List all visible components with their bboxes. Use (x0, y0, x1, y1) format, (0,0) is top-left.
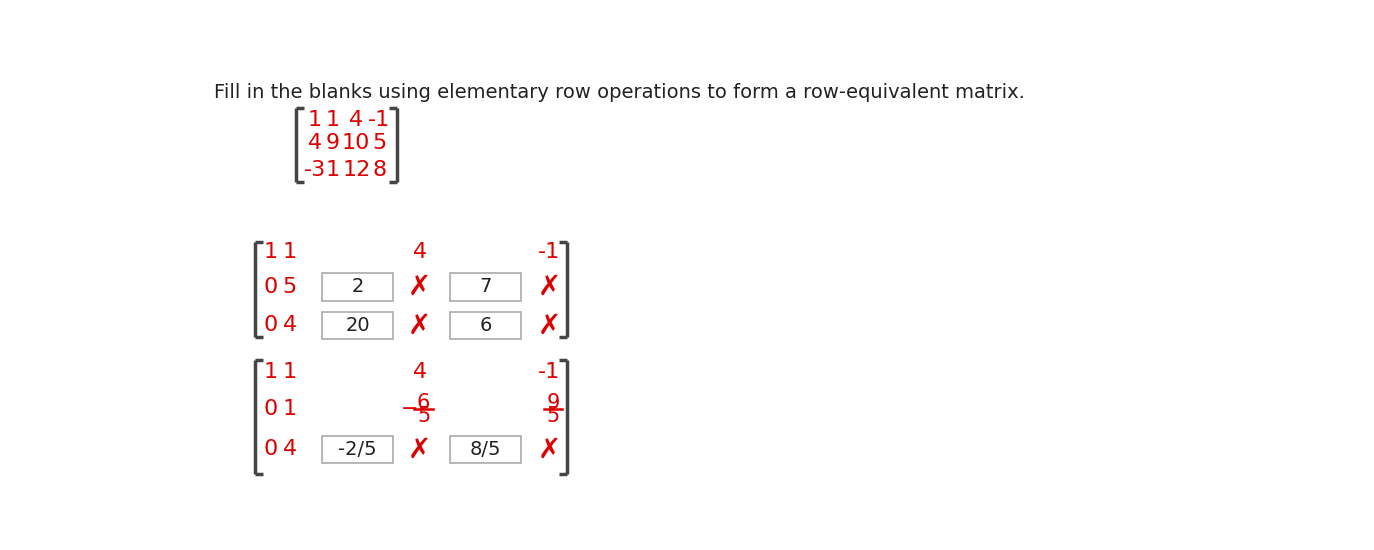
Text: 6: 6 (416, 393, 430, 413)
Text: 0: 0 (264, 439, 278, 459)
Text: ✗: ✗ (537, 436, 561, 464)
Text: −: − (401, 399, 419, 420)
Text: 20: 20 (345, 316, 370, 335)
FancyBboxPatch shape (449, 312, 521, 339)
FancyBboxPatch shape (322, 312, 393, 339)
FancyBboxPatch shape (449, 273, 521, 301)
Text: 1: 1 (264, 362, 278, 382)
Text: 7: 7 (480, 278, 492, 296)
Text: 1: 1 (264, 243, 278, 262)
Text: 10: 10 (342, 133, 371, 153)
Text: 12: 12 (342, 160, 371, 180)
FancyBboxPatch shape (322, 436, 393, 463)
Text: 4: 4 (412, 243, 427, 262)
FancyBboxPatch shape (449, 436, 521, 463)
Text: 8/5: 8/5 (470, 440, 502, 459)
Text: -2/5: -2/5 (338, 440, 376, 459)
Text: 5: 5 (547, 405, 559, 426)
Text: 6: 6 (480, 316, 492, 335)
Text: 4: 4 (349, 110, 363, 130)
Text: ✗: ✗ (408, 311, 431, 339)
Text: 8: 8 (372, 160, 386, 180)
Text: 4: 4 (283, 439, 297, 459)
Text: 1: 1 (326, 160, 339, 180)
Text: 1: 1 (283, 243, 297, 262)
Text: 4: 4 (412, 362, 427, 382)
Text: 0: 0 (264, 316, 278, 336)
Text: 5: 5 (283, 277, 297, 297)
Text: ✗: ✗ (537, 273, 561, 301)
Text: 1: 1 (283, 362, 297, 382)
Text: -1: -1 (368, 110, 390, 130)
Text: 1: 1 (283, 399, 297, 420)
Text: 2: 2 (352, 278, 364, 296)
Text: -1: -1 (539, 362, 561, 382)
Text: ✗: ✗ (408, 436, 431, 464)
Text: 4: 4 (283, 316, 297, 336)
FancyBboxPatch shape (322, 273, 393, 301)
Text: 5: 5 (416, 405, 430, 426)
Text: Fill in the blanks using elementary row operations to form a row-equivalent matr: Fill in the blanks using elementary row … (214, 83, 1025, 102)
Text: 4: 4 (308, 133, 322, 153)
Text: -1: -1 (539, 243, 561, 262)
Text: 5: 5 (372, 133, 386, 153)
Text: 1: 1 (308, 110, 322, 130)
Text: 9: 9 (547, 393, 559, 413)
Text: -3: -3 (304, 160, 326, 180)
Text: 9: 9 (326, 133, 339, 153)
Text: 1: 1 (326, 110, 339, 130)
Text: 0: 0 (264, 399, 278, 420)
Text: ✗: ✗ (537, 311, 561, 339)
Text: 0: 0 (264, 277, 278, 297)
Text: ✗: ✗ (408, 273, 431, 301)
